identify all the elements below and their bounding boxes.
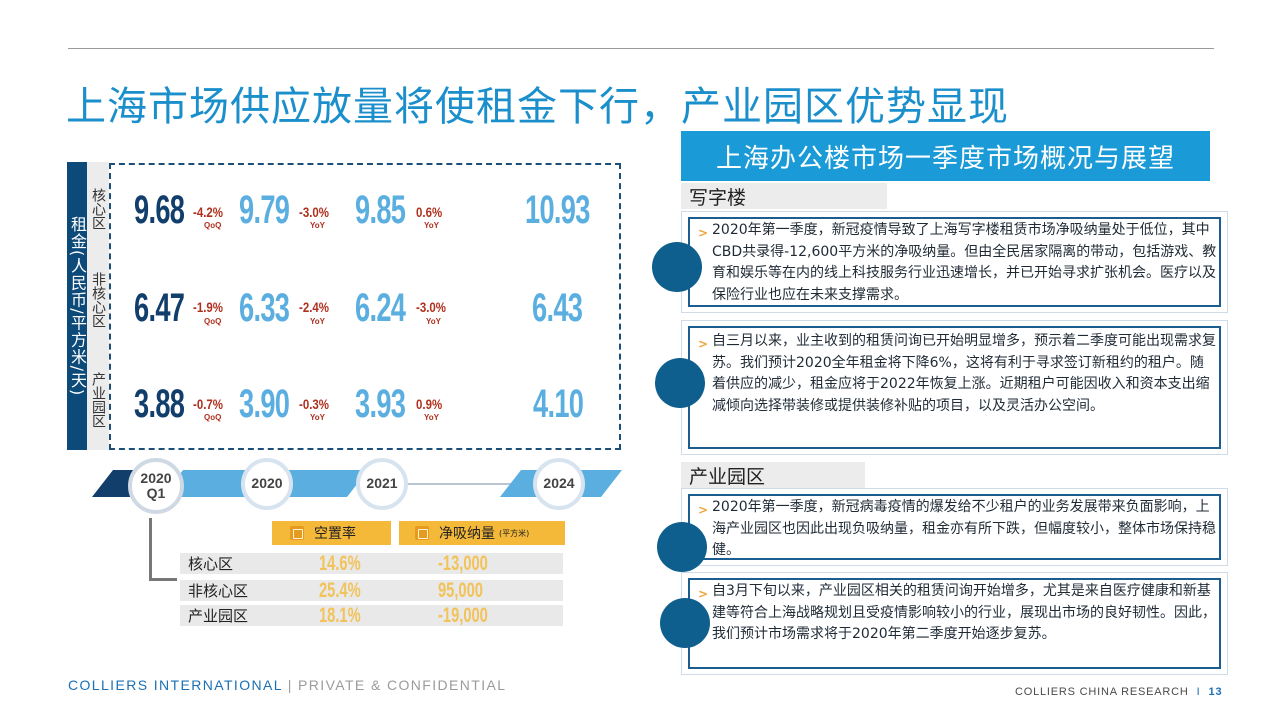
timeline-year: 2020: [140, 469, 172, 486]
absorption-unit: (平方米): [499, 528, 530, 538]
vacancy-header: 空置率: [272, 521, 391, 545]
bullet-dot-icon: [660, 598, 710, 648]
rent-noncore-2021-change: -3.0%: [416, 299, 446, 315]
bullet-dot-icon: [652, 242, 702, 292]
rent-park-2024: 4.10: [533, 382, 584, 426]
rent-noncore-2020q1-period: QoQ: [204, 317, 222, 326]
rent-sign-icon: [415, 526, 429, 540]
research-label: COLLIERS CHINA RESEARCH: [1015, 686, 1189, 698]
rent-noncore-2020-period: YoY: [310, 317, 325, 326]
rent-noncore-2020: 6.33: [239, 286, 290, 330]
info-card: > 自3月下旬以来，产业园区相关的租赁问询开始增多，尤其是来自医疗健康和新基建等…: [681, 572, 1228, 675]
table-row: 核心区 14.6% -13,000: [180, 551, 563, 575]
zone-label-core: 核心区: [90, 188, 106, 230]
bullet-arrow-icon: >: [698, 503, 709, 517]
rent-park-2021-period: YoY: [424, 413, 439, 422]
rent-noncore-2021-period: YoY: [426, 317, 441, 326]
rent-grid-box: [109, 163, 621, 450]
rent-noncore-2021: 6.24: [355, 286, 406, 330]
vacancy-value: 14.6%: [319, 551, 361, 575]
confidential-label: PRIVATE & CONFIDENTIAL: [298, 677, 507, 693]
section-title-park: 产业园区: [681, 462, 865, 488]
rent-core-2020: 9.79: [239, 188, 290, 232]
timeline-year: 2021: [366, 475, 398, 492]
rent-core-2020q1-period: QoQ: [204, 221, 222, 230]
rent-park-2020q1: 3.88: [134, 382, 185, 426]
timeline-year: 2020: [251, 475, 283, 492]
vacancy-value: 25.4%: [319, 578, 361, 602]
absorption-value: -19,000: [438, 603, 488, 627]
timeline-ribbon: [92, 470, 622, 497]
vacancy-header-label: 空置率: [314, 526, 356, 542]
rent-park-2020-change: -0.3%: [299, 396, 329, 412]
percent-tag-icon: [290, 526, 304, 540]
rent-core-2021: 9.85: [355, 188, 406, 232]
info-card: > 2020年第一季度，新冠病毒疫情的爆发给不少租户的业务发展带来负面影响，上海…: [681, 488, 1228, 566]
rent-noncore-2020-change: -2.4%: [299, 299, 329, 315]
card-text: 2020年第一季度，新冠疫情导致了上海写字楼租赁市场净吸纳量处于低位，其中CBD…: [712, 222, 1217, 303]
connector-line: [149, 578, 177, 581]
timeline-node-2020: 2020: [241, 458, 293, 510]
timeline-node-2024: 2024: [533, 458, 585, 510]
table-row: 非核心区 25.4% 95,000: [180, 578, 563, 602]
table-row-label: 核心区: [188, 555, 234, 573]
footer-research: COLLIERS CHINA RESEARCH I 13: [1015, 686, 1222, 698]
rent-park-2020q1-period: QoQ: [204, 413, 222, 422]
rent-noncore-2020q1-change: -1.9%: [193, 299, 223, 315]
rent-core-2021-period: YoY: [424, 221, 439, 230]
rent-park-2021: 3.93: [355, 382, 406, 426]
rent-park-2020: 3.90: [239, 382, 290, 426]
rent-park-2020-period: YoY: [310, 413, 325, 422]
zone-label-park: 产业园区: [90, 372, 106, 428]
table-row-label: 产业园区: [188, 607, 249, 625]
rent-core-2024: 10.93: [525, 188, 590, 232]
absorption-header-label: 净吸纳量: [439, 526, 495, 542]
zone-column: [87, 162, 109, 450]
info-card: > 自三月以来，业主收到的租赁问询已开始明显增多，预示着二季度可能出现需求复苏。…: [681, 320, 1228, 455]
card-text: 2020年第一季度，新冠病毒疫情的爆发给不少租户的业务发展带来负面影响，上海产业…: [712, 499, 1216, 558]
footer-separator: I: [1196, 686, 1201, 698]
timeline-node-2021: 2021: [356, 458, 408, 510]
brand-name: COLLIERS INTERNATIONAL: [68, 677, 283, 693]
timeline-sub: Q1: [146, 485, 166, 501]
bullet-dot-icon: [655, 358, 705, 408]
info-card: > 2020年第一季度，新冠疫情导致了上海写字楼租赁市场净吸纳量处于低位，其中C…: [681, 211, 1228, 313]
bullet-arrow-icon: >: [698, 226, 709, 240]
absorption-value: 95,000: [438, 578, 483, 602]
timeline-year: 2024: [543, 475, 575, 492]
rent-park-2020q1-change: -0.7%: [193, 396, 223, 412]
rent-core-2020q1-change: -4.2%: [193, 204, 223, 220]
rent-core-2021-change: 0.6%: [416, 204, 443, 220]
top-divider: [68, 48, 1214, 49]
footer-brand: COLLIERS INTERNATIONAL | PRIVATE & CONFI…: [68, 677, 506, 693]
card-text: 自三月以来，业主收到的租赁问询已开始明显增多，预示着二季度可能出现需求复苏。我们…: [712, 333, 1216, 414]
connector-line: [149, 518, 152, 580]
bullet-arrow-icon: >: [698, 587, 709, 601]
table-row-label: 非核心区: [188, 582, 249, 600]
rent-core-2020q1: 9.68: [134, 188, 185, 232]
rent-axis-label: 租金(人民币/平方米/天): [67, 162, 87, 450]
rent-park-2021-change: 0.9%: [416, 396, 443, 412]
zone-label-noncore: 非核心区: [90, 272, 106, 328]
bullet-arrow-icon: >: [698, 337, 709, 351]
page-number: 13: [1208, 686, 1223, 698]
card-text: 自3月下旬以来，产业园区相关的租赁问询开始增多，尤其是来自医疗健康和新基建等符合…: [712, 583, 1216, 642]
section-header: 上海办公楼市场一季度市场概况与展望: [681, 131, 1210, 181]
vacancy-value: 18.1%: [319, 603, 361, 627]
timeline-node-2020q1: 2020 Q1: [128, 458, 184, 514]
table-row: 产业园区 18.1% -19,000: [180, 603, 563, 627]
absorption-value: -13,000: [438, 551, 488, 575]
footer-separator: |: [282, 677, 299, 693]
rent-core-2020-change: -3.0%: [299, 204, 329, 220]
rent-noncore-2024: 6.43: [532, 286, 583, 330]
bullet-dot-icon: [657, 522, 707, 572]
rent-core-2020-period: YoY: [310, 221, 325, 230]
rent-noncore-2020q1: 6.47: [134, 286, 185, 330]
page-title: 上海市场供应放量将使租金下行，产业园区优势显现: [66, 84, 1009, 130]
section-title-office: 写字楼: [681, 183, 887, 209]
absorption-header: 净吸纳量 (平方米): [399, 521, 565, 545]
